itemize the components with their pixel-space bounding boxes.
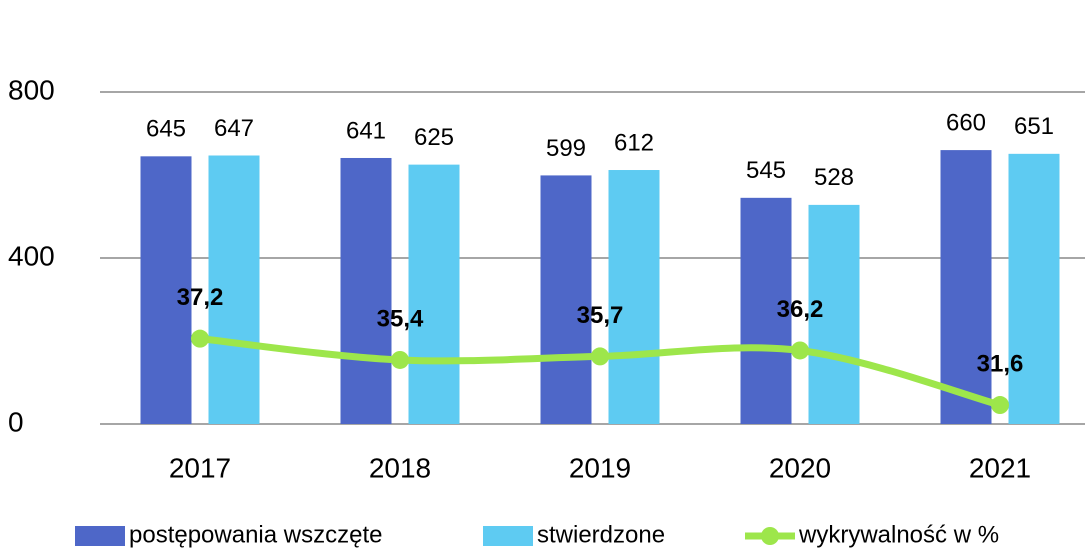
bar-value-label: 641	[346, 117, 386, 144]
line-value-label: 36,2	[777, 296, 824, 323]
legend-label: stwierdzone	[537, 521, 665, 548]
bar-value-label: 647	[214, 115, 254, 142]
bar-value-label: 528	[814, 164, 854, 191]
x-tick-label: 2019	[569, 452, 631, 483]
bar-value-label: 660	[946, 109, 986, 136]
bar-value-label: 599	[546, 135, 586, 162]
bar	[740, 197, 792, 424]
line-marker	[791, 341, 809, 360]
legend-label: postępowania wszczęte	[129, 521, 382, 548]
x-tick-label: 2020	[769, 452, 831, 483]
legend-label: wykrywalność w %	[798, 521, 999, 548]
line-value-label: 31,6	[977, 350, 1024, 377]
bar	[208, 155, 260, 424]
y-tick-label: 800	[8, 74, 55, 105]
line-marker	[991, 396, 1009, 415]
line-marker	[391, 350, 409, 369]
bar-value-label: 625	[414, 124, 454, 151]
bar	[808, 204, 860, 424]
bar-value-label: 645	[146, 116, 186, 143]
bar-value-label: 545	[746, 157, 786, 184]
bar-value-label: 612	[614, 129, 654, 156]
bar	[608, 170, 660, 424]
bar	[340, 157, 392, 425]
x-tick-label: 2017	[169, 452, 231, 483]
line-marker	[191, 329, 209, 348]
legend-swatch	[483, 526, 533, 546]
bar	[940, 150, 992, 424]
line-value-label: 35,4	[377, 305, 424, 332]
legend-swatch	[761, 527, 779, 545]
y-tick-label: 400	[8, 240, 55, 271]
line-value-label: 37,2	[177, 284, 224, 311]
bar	[408, 164, 460, 424]
x-tick-label: 2018	[369, 452, 431, 483]
bar	[140, 156, 192, 424]
legend-swatch	[75, 526, 125, 546]
bar	[540, 175, 592, 424]
y-tick-label: 0	[8, 406, 24, 437]
x-tick-label: 2021	[969, 452, 1031, 483]
bar	[1008, 153, 1060, 424]
bar-value-label: 651	[1014, 113, 1054, 140]
line-marker	[591, 347, 609, 366]
line-value-label: 35,7	[577, 302, 624, 329]
